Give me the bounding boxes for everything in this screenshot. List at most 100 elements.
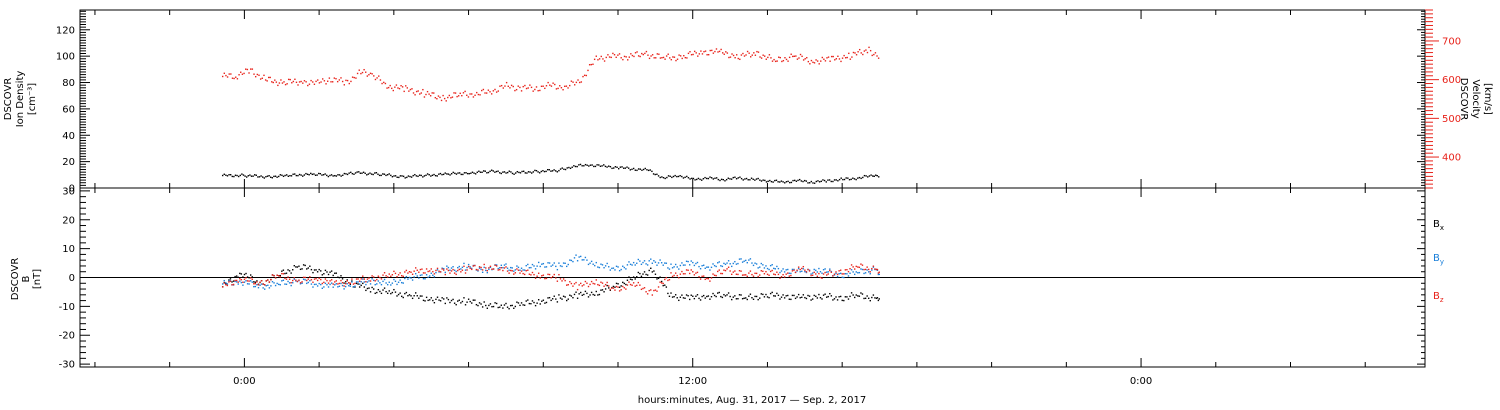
data-point (386, 283, 389, 286)
data-point (289, 174, 291, 177)
data-point (692, 177, 695, 180)
data-point (528, 267, 531, 269)
data-point (325, 83, 327, 85)
data-point (239, 277, 241, 280)
data-point (812, 61, 814, 64)
data-point (531, 263, 534, 266)
data-point (682, 297, 685, 299)
data-point (455, 173, 458, 175)
data-point (600, 263, 602, 265)
data-point (836, 275, 839, 278)
data-point (872, 265, 875, 267)
data-point (647, 169, 650, 172)
data-point (620, 285, 622, 287)
data-point (683, 54, 685, 57)
data-point (706, 54, 708, 56)
data-point (684, 56, 687, 59)
data-point (357, 281, 359, 283)
data-point (860, 268, 862, 270)
data-point (306, 173, 309, 175)
data-point (382, 274, 384, 276)
data-point (760, 57, 763, 59)
velocity-axis-title-line-2: Velocity (1470, 79, 1481, 118)
data-point (737, 262, 739, 265)
data-point (583, 74, 586, 77)
data-point (631, 168, 633, 171)
data-point (866, 295, 868, 297)
data-point (773, 267, 775, 270)
data-point (346, 279, 348, 281)
data-point (693, 274, 696, 276)
data-point (827, 179, 829, 181)
data-point (697, 55, 699, 57)
data-point (600, 55, 602, 58)
density-axis-title-line-1: DSCOVR (3, 78, 14, 121)
data-point (548, 169, 551, 171)
data-point (519, 269, 521, 271)
data-point (782, 294, 784, 296)
data-point (430, 175, 432, 177)
data-point (762, 270, 764, 273)
data-point (727, 266, 730, 268)
data-point (288, 282, 291, 284)
data-point (505, 81, 508, 84)
data-point (414, 173, 416, 176)
data-point (344, 281, 347, 283)
data-point (759, 179, 761, 181)
data-point (298, 265, 300, 267)
data-point (732, 176, 734, 179)
data-point (614, 286, 616, 288)
data-point (566, 167, 568, 169)
data-point (785, 269, 787, 271)
data-point (574, 165, 577, 168)
data-point (860, 177, 862, 180)
data-point (662, 56, 665, 59)
data-point (289, 78, 291, 81)
data-point (388, 173, 390, 175)
data-point (523, 269, 526, 271)
data-point (394, 86, 396, 88)
data-point (307, 281, 309, 284)
x-axis-title: hours:minutes, Aug. 31, 2017 — Sep. 2, 2… (638, 395, 866, 406)
data-point (343, 282, 345, 284)
data-point (511, 270, 513, 272)
data-point (619, 166, 622, 168)
data-point (604, 283, 607, 286)
data-point (497, 90, 500, 92)
data-point (491, 305, 493, 308)
data-point (334, 272, 336, 274)
data-point (322, 174, 325, 176)
data-point (830, 295, 833, 297)
data-point (725, 178, 728, 181)
data-point (439, 96, 441, 99)
data-point (816, 275, 819, 278)
data-point (873, 53, 875, 56)
data-point (249, 68, 252, 70)
data-point (228, 279, 230, 281)
data-point (419, 274, 422, 277)
data-point (263, 177, 266, 179)
data-point (869, 273, 871, 275)
data-point (422, 299, 425, 302)
data-point (349, 285, 352, 287)
data-point (243, 273, 246, 276)
data-point (605, 56, 607, 59)
data-point (838, 178, 841, 181)
data-point (449, 269, 451, 271)
data-point (822, 294, 825, 296)
data-point (324, 282, 327, 285)
data-point (860, 263, 862, 265)
data-point (850, 178, 852, 181)
data-point (443, 269, 445, 271)
data-point (323, 80, 326, 82)
data-point (253, 73, 255, 75)
data-point (710, 277, 713, 279)
data-point (847, 275, 850, 277)
data-point (727, 177, 729, 179)
data-point (285, 278, 288, 280)
data-point (590, 260, 593, 263)
data-point (305, 81, 307, 83)
data-point (416, 275, 418, 277)
data-point (400, 295, 403, 298)
data-point (771, 60, 774, 62)
